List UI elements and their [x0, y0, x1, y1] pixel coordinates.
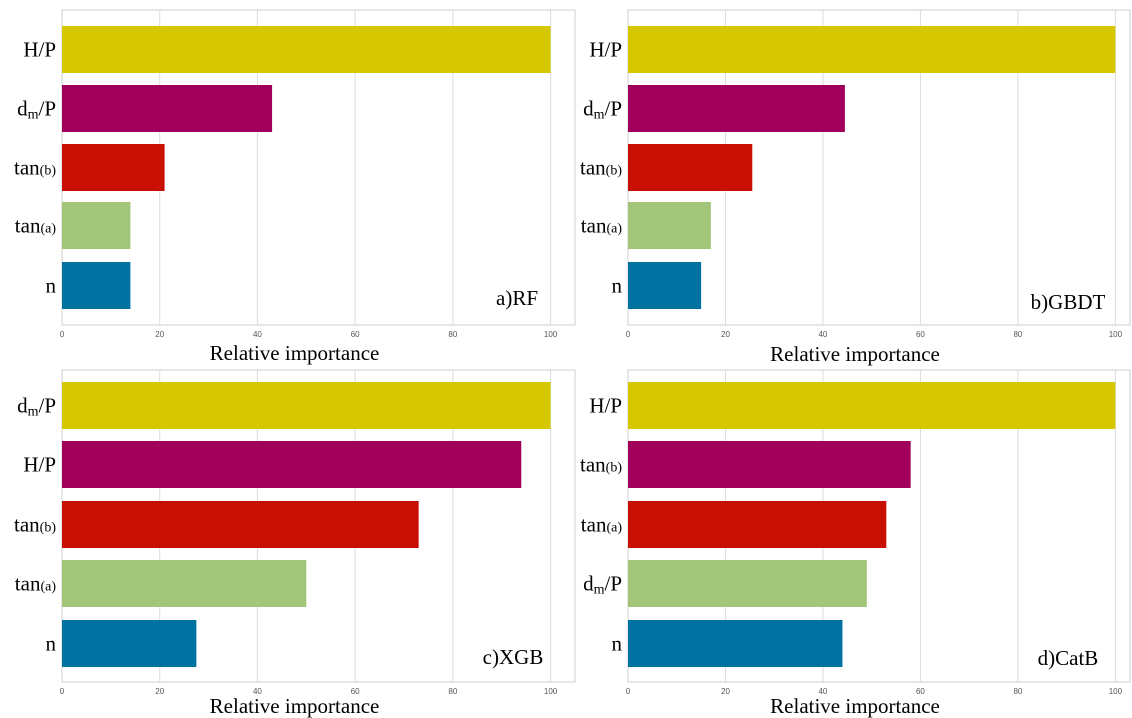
x-tick-label: 40	[818, 330, 827, 339]
y-tick-label: H/P	[23, 453, 56, 477]
x-tick-label: 80	[1013, 687, 1022, 696]
x-tick-label: 60	[916, 687, 925, 696]
y-tick-label: dm/P	[583, 97, 622, 123]
bar	[628, 501, 887, 548]
y-tick-label: tan(b)	[580, 156, 622, 180]
y-tick-label: tan(b)	[14, 156, 56, 180]
x-tick-label: 60	[916, 330, 925, 339]
y-tick-label: dm/P	[17, 97, 56, 123]
x-tick-label: 0	[60, 687, 65, 696]
bar	[628, 382, 1116, 429]
x-axis-label: Relative importance	[770, 342, 940, 366]
x-tick-label: 0	[626, 687, 631, 696]
y-tick-label: tan(b)	[580, 453, 622, 477]
x-tick-label: 100	[1109, 687, 1123, 696]
bar	[62, 262, 131, 309]
chart-panel-4: 0 20 40 60 80 100 H/P tan(b) tan(a) dm/P n Relative…	[580, 369, 1131, 718]
x-axis-label: Relative importance	[770, 694, 940, 718]
x-tick-label: 40	[253, 687, 262, 696]
panel-label: a)RF	[496, 286, 538, 310]
y-tick-label: n	[46, 632, 57, 656]
y-tick-label: tan(a)	[581, 214, 623, 238]
chart-panel-3: 0 20 40 60 80 100 dm/P H/P tan(b) tan(a) n Relative…	[14, 369, 576, 718]
bar	[628, 560, 867, 607]
bar	[62, 85, 273, 132]
bar	[628, 26, 1116, 73]
bar	[62, 620, 197, 667]
x-tick-label: 0	[626, 330, 631, 339]
bar	[62, 382, 551, 429]
chart-panel-1: 0 20 40 60 80 100 H/P dm/P tan(b) tan(a) n Relative…	[14, 9, 576, 365]
x-tick-label: 80	[448, 687, 457, 696]
y-tick-label: H/P	[589, 38, 622, 62]
x-tick-label: 100	[544, 687, 558, 696]
bar	[628, 441, 911, 488]
x-axis-label: Relative importance	[210, 694, 380, 718]
y-tick-label: tan(b)	[14, 513, 56, 537]
y-tick-label: H/P	[589, 394, 622, 418]
x-tick-label: 20	[721, 330, 730, 339]
bar	[628, 620, 843, 667]
bar	[628, 85, 845, 132]
y-tick-label: H/P	[23, 38, 56, 62]
x-tick-label: 80	[448, 330, 457, 339]
bar	[62, 501, 419, 548]
bar	[62, 144, 165, 191]
y-tick-label: n	[612, 632, 623, 656]
x-tick-label: 20	[721, 687, 730, 696]
bar	[62, 560, 307, 607]
y-tick-label: n	[46, 274, 57, 298]
y-tick-label: dm/P	[583, 572, 622, 598]
x-tick-label: 60	[351, 330, 360, 339]
y-tick-label: tan(a)	[15, 572, 57, 596]
y-tick-label: n	[612, 274, 623, 298]
y-tick-label: tan(a)	[581, 513, 623, 537]
x-tick-label: 20	[155, 330, 164, 339]
bar	[628, 262, 702, 309]
x-axis-label: Relative importance	[210, 341, 380, 365]
x-tick-label: 0	[60, 330, 65, 339]
bar	[628, 144, 753, 191]
x-tick-label: 100	[1109, 330, 1123, 339]
x-tick-label: 40	[253, 330, 262, 339]
x-tick-label: 80	[1013, 330, 1022, 339]
x-tick-label: 20	[155, 687, 164, 696]
panel-label: d)CatB	[1038, 646, 1099, 670]
panel-label: c)XGB	[483, 645, 544, 669]
bar	[628, 202, 711, 249]
y-tick-label: dm/P	[17, 394, 56, 420]
bar	[62, 202, 131, 249]
bar	[62, 26, 551, 73]
bar	[62, 441, 522, 488]
chart-panel-2: 0 20 40 60 80 100 H/P dm/P tan(b) tan(a) n Relative…	[580, 9, 1131, 366]
x-tick-label: 60	[351, 687, 360, 696]
x-tick-label: 100	[544, 330, 558, 339]
panel-label: b)GBDT	[1031, 290, 1106, 314]
y-tick-label: tan(a)	[15, 214, 57, 238]
x-tick-label: 40	[818, 687, 827, 696]
